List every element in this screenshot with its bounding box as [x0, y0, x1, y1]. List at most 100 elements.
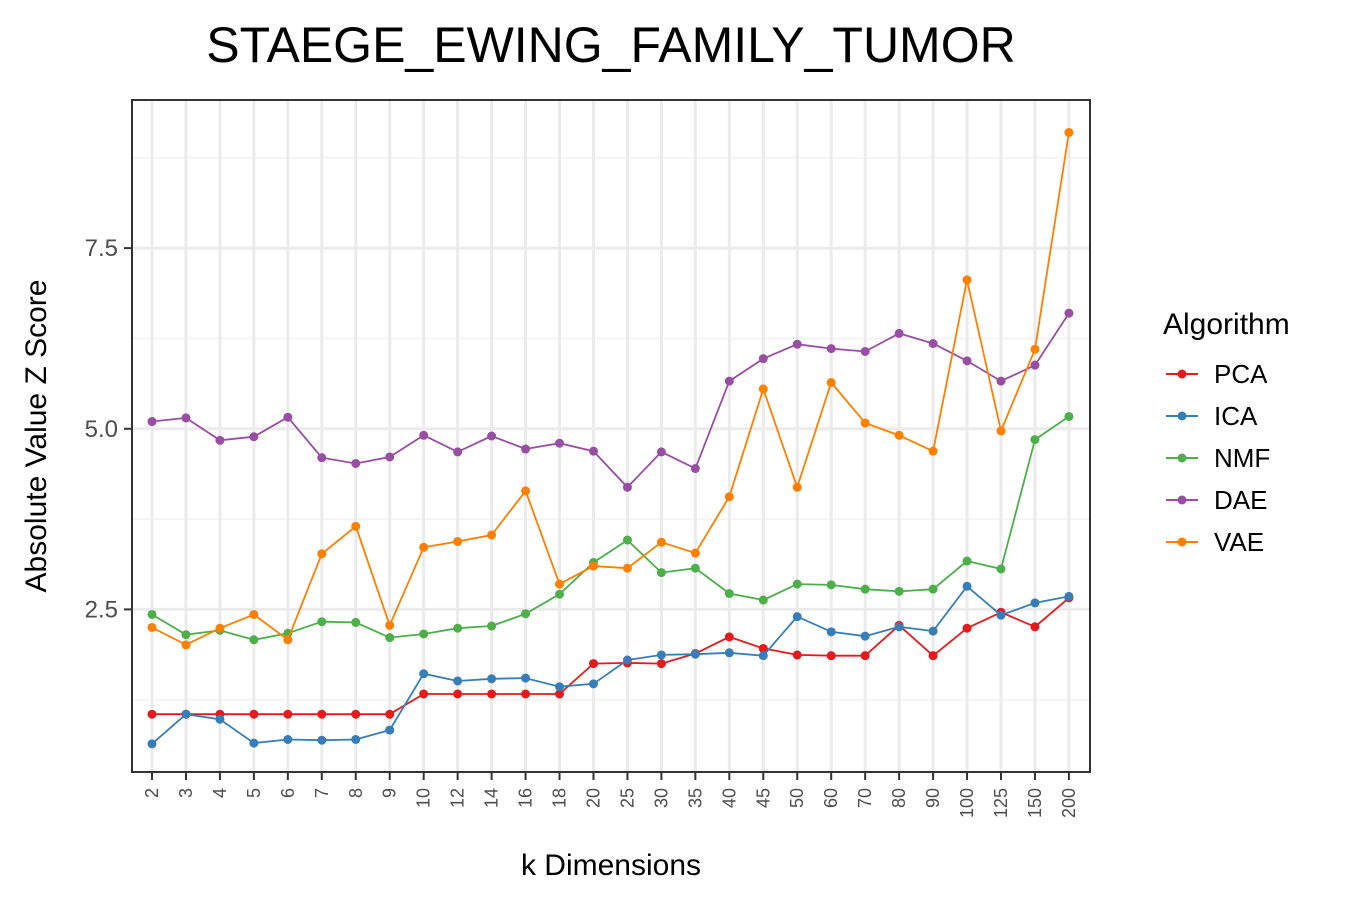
data-point-nmf: [419, 629, 429, 639]
legend-label: PCA: [1214, 359, 1268, 389]
data-point-nmf: [962, 556, 972, 566]
data-point-nmf: [758, 595, 768, 605]
data-point-vae: [487, 530, 497, 540]
x-tick-label: 9: [380, 788, 400, 798]
data-point-nmf: [1064, 411, 1074, 421]
data-point-pca: [724, 632, 734, 642]
x-tick-label: 8: [346, 788, 366, 798]
data-point-dae: [622, 482, 632, 492]
legend-key-point: [1177, 495, 1187, 505]
data-point-vae: [894, 430, 904, 440]
data-point-dae: [521, 444, 531, 454]
data-point-pca: [453, 689, 463, 699]
data-point-vae: [962, 275, 972, 285]
plot-series: [147, 128, 1074, 749]
series-line-ica: [151, 584, 1070, 745]
data-point-vae: [283, 635, 293, 645]
data-point-vae: [826, 378, 836, 388]
data-point-vae: [758, 384, 768, 394]
y-tick-label: 2.5: [85, 596, 118, 623]
data-point-pca: [249, 709, 259, 719]
x-tick-label: 12: [448, 788, 468, 808]
data-point-pca: [1030, 622, 1040, 632]
data-point-ica: [996, 610, 1006, 620]
data-point-ica: [215, 714, 225, 724]
data-point-vae: [419, 542, 429, 552]
data-point-dae: [385, 452, 395, 462]
data-point-ica: [419, 669, 429, 679]
data-point-vae: [555, 579, 565, 589]
data-point-ica: [724, 648, 734, 658]
data-point-vae: [690, 548, 700, 558]
data-point-dae: [860, 346, 870, 356]
y-axis-title: Absolute Value Z Score: [20, 280, 53, 593]
legend: Algorithm PCA ICA NMF DAE VAE: [1163, 308, 1290, 557]
x-tick-label: 16: [516, 788, 536, 808]
data-point-nmf: [656, 568, 666, 578]
data-point-dae: [962, 356, 972, 366]
data-point-ica: [385, 725, 395, 735]
data-point-dae: [351, 458, 361, 468]
data-point-dae: [656, 447, 666, 457]
data-point-ica: [351, 734, 361, 744]
plot-panel-border: [131, 99, 1091, 773]
data-point-ica: [283, 734, 293, 744]
x-tick-label: 100: [957, 788, 977, 818]
x-tick-label: 6: [278, 788, 298, 798]
data-point-vae: [928, 446, 938, 456]
x-tick-label: 125: [991, 788, 1011, 818]
data-point-ica: [1030, 598, 1040, 608]
data-point-vae: [521, 486, 531, 496]
data-point-vae: [1064, 128, 1074, 138]
data-point-pca: [555, 689, 565, 699]
legend-key-point: [1177, 411, 1187, 421]
data-point-vae: [181, 640, 191, 650]
data-point-ica: [181, 709, 191, 719]
x-tick-label: 5: [244, 788, 264, 798]
data-point-dae: [758, 354, 768, 364]
data-point-nmf: [724, 589, 734, 599]
x-axis-title: k Dimensions: [521, 849, 701, 882]
data-point-pca: [487, 689, 497, 699]
data-point-pca: [419, 689, 429, 699]
data-point-nmf: [860, 584, 870, 594]
x-tick-label: 2: [142, 788, 162, 798]
data-point-dae: [215, 435, 225, 445]
data-point-pca: [656, 659, 666, 669]
data-point-vae: [1030, 344, 1040, 354]
data-point-vae: [317, 549, 327, 559]
data-point-ica: [555, 682, 565, 692]
data-point-nmf: [555, 589, 565, 599]
x-tick-label: 4: [210, 788, 230, 798]
legend-label: DAE: [1214, 485, 1267, 515]
x-tick-label: 7: [312, 788, 332, 798]
data-point-nmf: [317, 617, 327, 627]
data-point-nmf: [622, 535, 632, 545]
data-point-nmf: [521, 609, 531, 619]
x-tick-label: 45: [753, 788, 773, 808]
data-point-vae: [996, 426, 1006, 436]
data-point-pca: [928, 651, 938, 661]
data-point-nmf: [351, 617, 361, 627]
x-tick-label: 70: [855, 788, 875, 808]
series-line-pca: [152, 597, 1070, 716]
data-point-pca: [792, 650, 802, 660]
data-point-dae: [249, 432, 259, 442]
data-point-vae: [860, 418, 870, 428]
series-line-vae: [151, 132, 1070, 646]
data-point-ica: [453, 676, 463, 686]
data-point-ica: [962, 581, 972, 591]
data-point-vae: [147, 622, 157, 632]
data-point-nmf: [181, 630, 191, 640]
data-point-ica: [249, 738, 259, 748]
data-point-ica: [622, 655, 632, 665]
y-tick-label: 7.5: [85, 235, 118, 262]
data-point-ica: [792, 612, 802, 622]
data-point-dae: [826, 344, 836, 354]
data-point-nmf: [453, 623, 463, 633]
x-tick-label: 200: [1059, 788, 1079, 818]
data-point-vae: [453, 536, 463, 546]
series-line-nmf: [151, 415, 1070, 641]
data-point-nmf: [385, 633, 395, 643]
data-point-vae: [656, 537, 666, 547]
